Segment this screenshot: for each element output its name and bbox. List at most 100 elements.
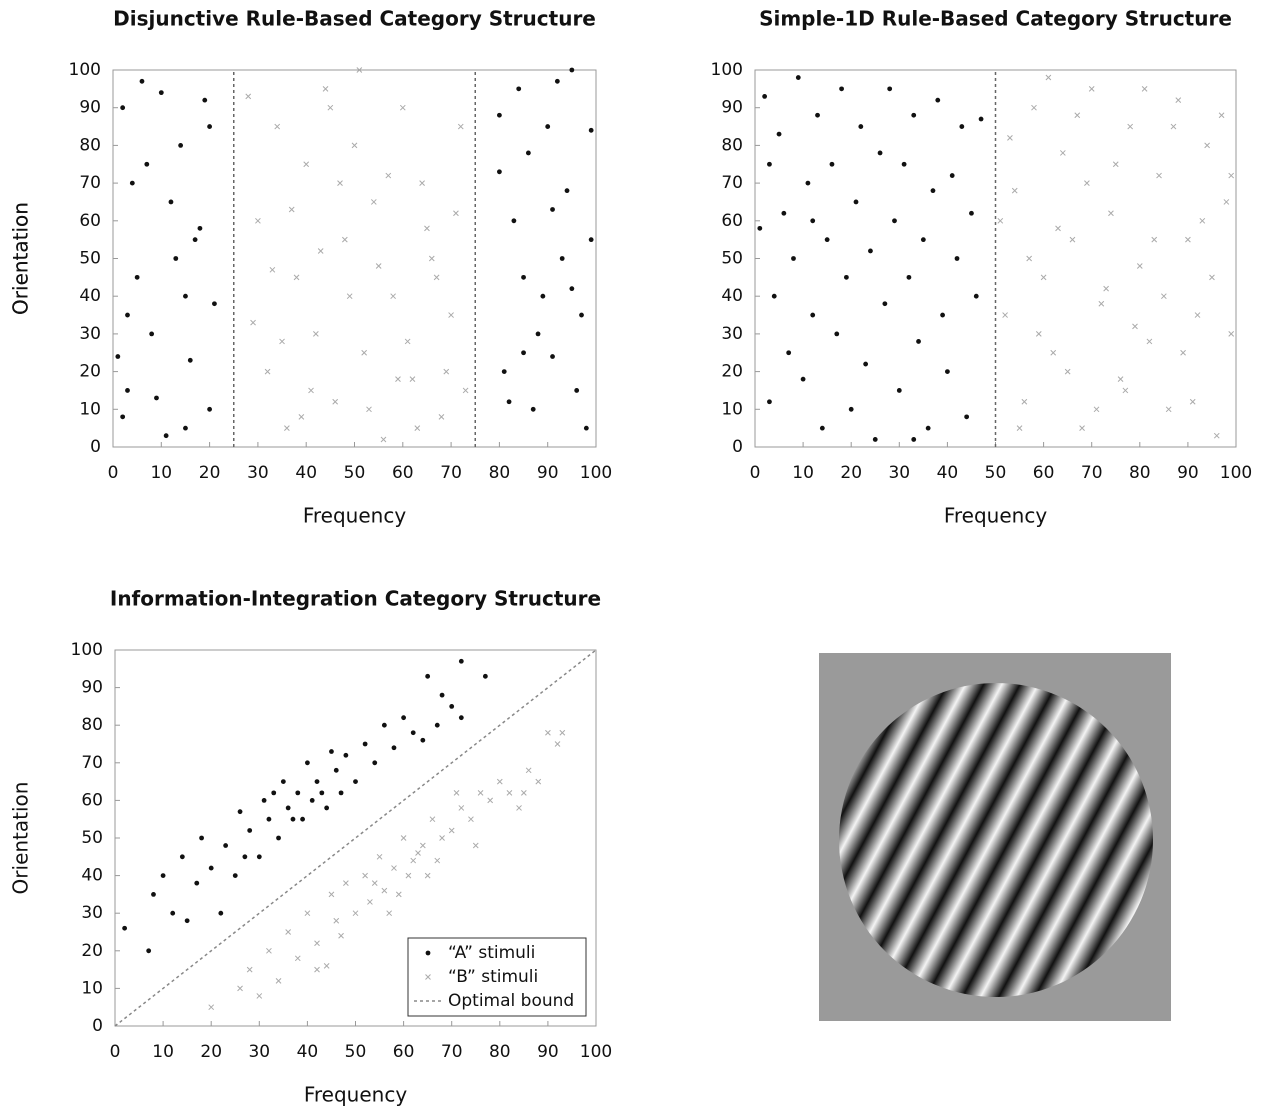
x-tick-label: 60 bbox=[1033, 463, 1055, 483]
point-a bbox=[877, 150, 883, 156]
point-b bbox=[250, 319, 256, 326]
point-a bbox=[199, 835, 204, 841]
point-b bbox=[245, 93, 252, 100]
point-a bbox=[353, 779, 358, 784]
point-b bbox=[1021, 398, 1028, 405]
point-a bbox=[497, 112, 502, 118]
point-b bbox=[237, 985, 243, 992]
point-b bbox=[390, 293, 396, 300]
point-a bbox=[516, 86, 522, 92]
x-tick-label: 20 bbox=[200, 1042, 222, 1062]
x-tick-label: 60 bbox=[392, 463, 414, 483]
point-a bbox=[139, 78, 145, 84]
point-b bbox=[1189, 398, 1196, 405]
point-a bbox=[530, 406, 536, 412]
point-b bbox=[405, 872, 412, 879]
y-tick-label: 0 bbox=[90, 437, 101, 457]
point-b bbox=[1084, 180, 1090, 186]
y-tick-label: 90 bbox=[721, 98, 743, 118]
point-b bbox=[1175, 97, 1182, 104]
point-a bbox=[425, 673, 431, 679]
point-a bbox=[160, 873, 166, 878]
point-a bbox=[129, 180, 135, 186]
point-b bbox=[1122, 387, 1129, 394]
point-a bbox=[309, 798, 315, 803]
x-tick-label: 80 bbox=[489, 463, 511, 483]
point-b bbox=[1141, 85, 1148, 92]
point-a bbox=[146, 948, 152, 954]
point-a bbox=[887, 86, 893, 92]
point-a bbox=[319, 790, 325, 796]
y-tick-label: 20 bbox=[79, 362, 101, 382]
point-a bbox=[583, 425, 589, 431]
point-a bbox=[762, 93, 768, 99]
point-b bbox=[404, 338, 411, 345]
x-axis-label: Frequency bbox=[303, 504, 406, 528]
point-b bbox=[376, 853, 383, 860]
point-a bbox=[935, 97, 941, 103]
point-a bbox=[949, 173, 955, 178]
point-b bbox=[1218, 112, 1225, 119]
y-tick-label: 50 bbox=[721, 249, 743, 269]
point-a bbox=[207, 406, 213, 412]
point-a bbox=[945, 369, 950, 374]
point-a bbox=[449, 704, 455, 709]
point-a bbox=[120, 105, 126, 111]
point-b bbox=[279, 338, 285, 345]
point-b bbox=[516, 805, 522, 811]
x-tick-label: 0 bbox=[110, 1042, 121, 1062]
point-b bbox=[554, 741, 561, 747]
point-a bbox=[781, 210, 787, 216]
point-a bbox=[280, 779, 286, 784]
point-a bbox=[290, 816, 296, 822]
point-a bbox=[978, 116, 984, 122]
x-tick-label: 100 bbox=[580, 1042, 612, 1062]
y-tick-label: 70 bbox=[81, 753, 103, 773]
point-a bbox=[791, 256, 796, 261]
point-b bbox=[434, 857, 441, 864]
point-a bbox=[192, 237, 198, 243]
point-a bbox=[559, 256, 565, 261]
point-a bbox=[122, 925, 128, 931]
point-b bbox=[443, 368, 450, 375]
point-a bbox=[276, 835, 281, 841]
point-a bbox=[208, 865, 214, 871]
y-tick-label: 10 bbox=[79, 399, 101, 419]
point-b bbox=[1002, 312, 1008, 318]
x-tick-label: 90 bbox=[1177, 463, 1199, 483]
x-tick-label: 40 bbox=[295, 463, 317, 483]
point-b bbox=[545, 729, 551, 736]
point-a bbox=[767, 399, 772, 405]
y-tick-label: 90 bbox=[81, 678, 103, 698]
point-a bbox=[868, 248, 873, 254]
point-a bbox=[458, 658, 464, 664]
point-b bbox=[1223, 199, 1230, 205]
legend-label: “A” stimuli bbox=[448, 943, 535, 963]
point-b bbox=[288, 206, 295, 213]
point-b bbox=[487, 797, 494, 804]
point-a bbox=[295, 790, 301, 796]
y-tick-label: 40 bbox=[81, 866, 103, 886]
point-b bbox=[367, 899, 373, 905]
x-tick-label: 60 bbox=[393, 1042, 415, 1062]
point-a bbox=[381, 722, 387, 728]
point-a bbox=[521, 274, 526, 280]
point-a bbox=[554, 78, 560, 84]
point-b bbox=[477, 790, 484, 796]
point-b bbox=[1088, 85, 1095, 92]
point-b bbox=[1136, 263, 1143, 269]
point-b bbox=[375, 263, 382, 269]
point-a bbox=[247, 828, 253, 833]
point-b bbox=[1074, 112, 1081, 119]
point-b bbox=[293, 274, 300, 281]
point-a bbox=[911, 112, 917, 118]
point-a bbox=[434, 722, 440, 728]
point-a bbox=[144, 161, 150, 167]
point-b bbox=[428, 255, 435, 262]
point-a bbox=[569, 286, 575, 292]
x-tick-label: 0 bbox=[108, 463, 119, 483]
point-a bbox=[232, 873, 238, 878]
point-b bbox=[1185, 236, 1191, 243]
y-tick-label: 30 bbox=[79, 324, 101, 344]
point-a bbox=[964, 414, 970, 420]
